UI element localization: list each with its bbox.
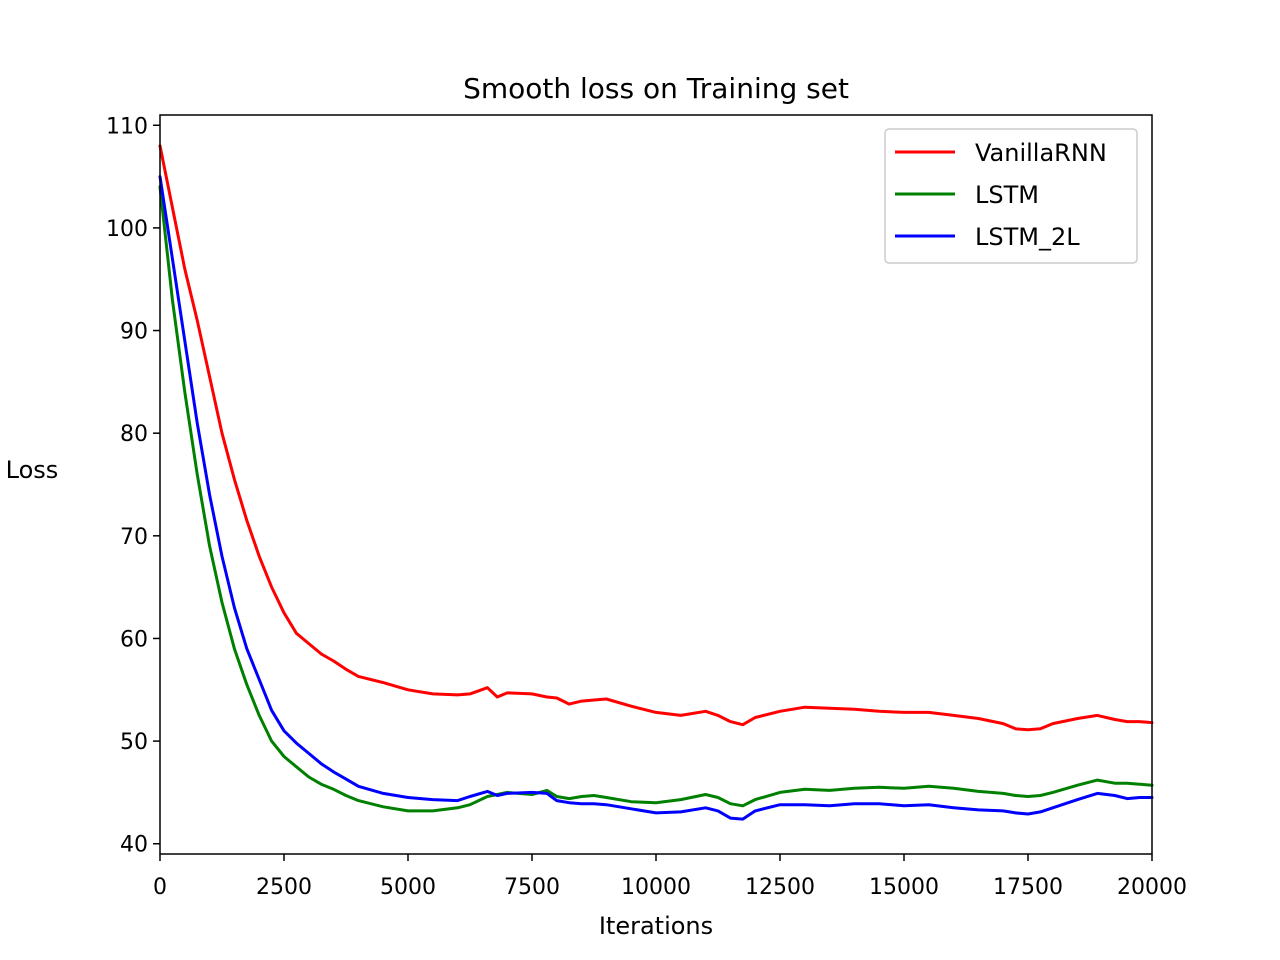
- x-tick-label: 7500: [504, 875, 560, 900]
- y-axis-title: Loss: [6, 456, 59, 484]
- x-tick-label: 5000: [380, 875, 436, 900]
- legend: VanillaRNN LSTM LSTM_2L: [884, 128, 1138, 264]
- y-tick-label: 90: [120, 320, 148, 345]
- series-layer: [158, 144, 1154, 821]
- x-tick-label: 15000: [869, 875, 939, 900]
- y-axis: 40 50 60 70 80 90 100 110: [106, 114, 160, 858]
- x-tick-label: 12500: [745, 875, 815, 900]
- x-tick-label: 20000: [1117, 875, 1187, 900]
- y-tick-label: 40: [120, 833, 148, 858]
- y-tick-label: 80: [120, 422, 148, 447]
- y-tick-label: 100: [106, 217, 148, 242]
- x-axis: 0 2500 5000 7500 10000 12500 15000 17500 20000: [153, 854, 1187, 900]
- series-line-lstm-2l: [158, 175, 1154, 821]
- legend-label: VanillaRNN: [975, 139, 1107, 167]
- x-axis-title: Iterations: [599, 912, 713, 940]
- x-tick-label: 17500: [993, 875, 1063, 900]
- series-line-lstm: [158, 185, 1154, 813]
- x-tick-label: 10000: [621, 875, 691, 900]
- chart-title: Smooth loss on Training set: [463, 72, 849, 105]
- legend-box: [884, 128, 1138, 264]
- legend-label: LSTM: [975, 181, 1039, 209]
- legend-label: LSTM_2L: [975, 223, 1080, 251]
- x-tick-label: 0: [153, 875, 167, 900]
- y-tick-label: 60: [120, 627, 148, 652]
- y-tick-label: 110: [106, 114, 148, 139]
- y-tick-label: 50: [120, 730, 148, 755]
- series-line-vanillarnn: [158, 144, 1154, 732]
- y-tick-label: 70: [120, 525, 148, 550]
- x-tick-label: 2500: [256, 875, 312, 900]
